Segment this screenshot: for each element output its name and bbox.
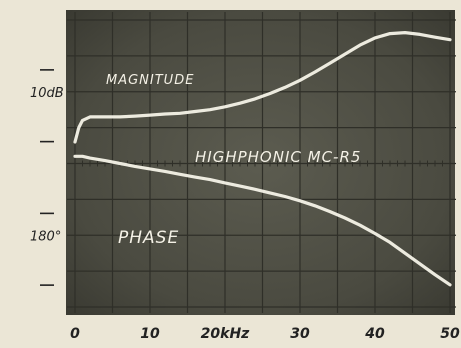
x-tick-label: 10	[140, 326, 160, 342]
traces	[73, 31, 452, 287]
y-tick-label: 10dB	[30, 86, 64, 101]
series-line-phase	[73, 154, 452, 287]
magnitude-label: MAGNITUDE	[106, 73, 194, 88]
series-line-magnitude	[73, 31, 452, 144]
x-tick-label: 20kHz	[201, 326, 251, 342]
model-label: HIGHPHONIC MC-R5	[195, 148, 361, 166]
y-axis-labels: 10dB 180°	[30, 69, 64, 286]
x-tick-label: 50	[440, 326, 460, 342]
graticule	[67, 12, 456, 313]
y-tick-label: 180°	[30, 229, 61, 244]
x-tick-label: 0	[70, 326, 80, 342]
phase-label: PHASE	[118, 228, 179, 248]
x-tick-label: 30	[290, 326, 310, 342]
x-axis-labels: 0 10 20kHz 30 40 50	[70, 326, 460, 342]
x-tick-label: 40	[364, 326, 385, 342]
